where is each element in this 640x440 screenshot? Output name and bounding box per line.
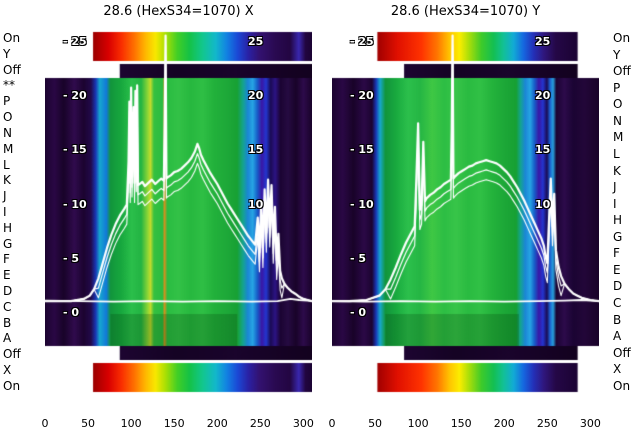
channel-label: On (3, 378, 21, 393)
channel-label: B (3, 315, 12, 330)
heatmap-canvas-x (45, 30, 312, 395)
channel-label: I (613, 196, 617, 211)
channel-label: D (613, 279, 623, 294)
y-tick-label: - 5 (350, 251, 367, 265)
channel-label: G (613, 229, 623, 244)
channel-label: M (613, 130, 624, 145)
right-channel-column: On Y Off P O N M L K J I H G F E D C B A Off X On (613, 32, 639, 392)
channel-label: ** (3, 78, 15, 93)
channel-label: E (613, 262, 621, 277)
y-tick-label: - 15 (63, 143, 87, 157)
channel-label: I (3, 204, 7, 219)
channel-label: E (3, 268, 11, 283)
y-tick-label: - 25 (350, 35, 374, 48)
channel-label: H (3, 220, 13, 235)
y-tick-label-right: 15 (535, 143, 551, 157)
channel-label: On (613, 378, 631, 393)
channel-label: Off (3, 62, 21, 77)
y-tick-label: - 15 (350, 143, 374, 157)
y-tick-label: - 20 (350, 89, 374, 103)
plot-title-y: 28.6 (HexS34=1070) Y (390, 4, 541, 19)
y-tick-label: - 10 (63, 197, 87, 211)
channel-label: N (613, 113, 622, 128)
y-tick-label-right: 10 (535, 197, 551, 211)
x-tick-label: 250 (249, 417, 271, 430)
x-tick-label: 0 (328, 417, 336, 430)
channel-label: P (3, 94, 11, 109)
x-tick-label: 0 (41, 417, 49, 430)
x-tick-label: 300 (579, 417, 601, 430)
x-tick-label: 150 (450, 417, 472, 430)
x-tick-label: 100 (407, 417, 429, 430)
x-tick-label: 50 (81, 417, 96, 430)
channel-label: Off (613, 64, 631, 79)
heatmap-canvas-y (332, 30, 599, 395)
x-tick-label: 300 (292, 417, 314, 430)
channel-label: O (613, 97, 623, 112)
y-tick-label-right: 20 (248, 89, 264, 103)
y-tick-label: - 0 (63, 306, 80, 319)
channel-label: P (613, 80, 621, 95)
channel-label: F (3, 252, 10, 267)
channel-label: On (613, 31, 631, 45)
channel-label: X (613, 362, 622, 377)
y-tick-label: - 5 (63, 251, 80, 265)
channel-label: M (3, 141, 14, 156)
channel-label: K (3, 173, 11, 188)
y-tick-label-right: 15 (248, 143, 264, 157)
channel-label: Off (3, 347, 21, 362)
channel-label: Y (613, 47, 621, 62)
channel-label: B (613, 312, 622, 327)
y-tick-label: - 20 (63, 89, 87, 103)
channel-label: J (3, 189, 7, 204)
channel-label: N (3, 125, 12, 140)
channel-label: A (613, 329, 622, 344)
left-channel-column: On Y Off ** P O N M L K J I H G F E D C B A Off X On (3, 32, 33, 392)
channel-label: O (3, 110, 13, 125)
x-tick-label: 200 (493, 417, 515, 430)
y-tick-label-right: 10 (248, 197, 264, 211)
channel-label: Y (3, 46, 11, 61)
channel-label: L (613, 146, 620, 161)
channel-label: C (613, 296, 622, 310)
channel-label: K (613, 163, 621, 178)
x-tick-label: 100 (120, 417, 142, 430)
x-tick-label: 250 (536, 417, 558, 430)
y-tick-label: - 10 (350, 197, 374, 211)
channel-label: C (3, 299, 12, 314)
channel-label: J (613, 180, 617, 195)
channel-label: Off (613, 345, 631, 360)
channel-label: A (3, 331, 12, 346)
channel-label: H (613, 213, 623, 228)
plot-title-x: 28.6 (HexS34=1070) X (103, 4, 254, 19)
y-tick-label-right: 20 (535, 89, 551, 103)
y-tick-label-right: 25 (535, 35, 551, 48)
x-tick-label: 50 (368, 417, 383, 430)
x-tick-label: 200 (206, 417, 228, 430)
x-tick-label: 150 (163, 417, 185, 430)
channel-label: On (3, 31, 21, 45)
y-tick-label-right: 25 (248, 35, 264, 48)
y-tick-label: - 25 (63, 35, 87, 48)
channel-label: G (3, 236, 13, 251)
y-tick-label: - 0 (350, 306, 367, 319)
channel-label: F (613, 246, 620, 261)
channel-label: X (3, 363, 12, 378)
channel-label: L (3, 157, 10, 172)
channel-label: D (3, 284, 13, 298)
